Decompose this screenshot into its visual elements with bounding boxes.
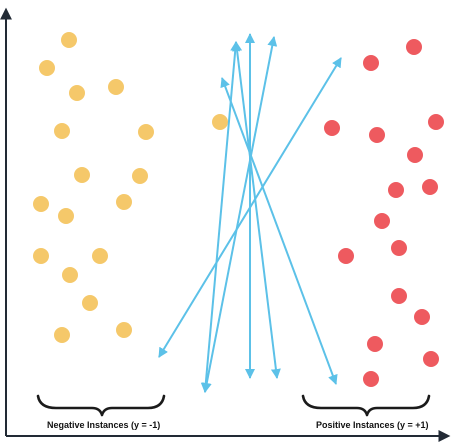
positive-point	[388, 182, 404, 198]
negative-point	[33, 248, 49, 264]
separator-arrows	[158, 33, 342, 393]
positive-point	[338, 248, 354, 264]
positive-point	[324, 120, 340, 136]
negative-point	[69, 85, 85, 101]
negative-point	[82, 295, 98, 311]
positive-instances-label: Positive Instances (y = +1)	[316, 420, 429, 430]
positive-point	[423, 351, 439, 367]
negative-point	[116, 322, 132, 338]
positive-point	[367, 336, 383, 352]
negative-point	[116, 194, 132, 210]
negative-point	[138, 124, 154, 140]
negative-point	[58, 208, 74, 224]
positive-point	[406, 39, 422, 55]
negative-point	[212, 114, 228, 130]
positive-point	[428, 114, 444, 130]
negative-point	[74, 167, 90, 183]
negative-point	[33, 196, 49, 212]
positive-point	[414, 309, 430, 325]
negative-instances-label: Negative Instances (y = -1)	[47, 420, 161, 430]
positive-point	[363, 371, 379, 387]
positive-point	[363, 55, 379, 71]
separator-arrow	[201, 36, 278, 393]
negative-point	[108, 79, 124, 95]
positive-point	[422, 179, 438, 195]
positive-point	[369, 127, 385, 143]
positive-point	[391, 240, 407, 256]
positive-brace	[301, 394, 431, 417]
negative-point	[92, 248, 108, 264]
negative-point	[61, 32, 77, 48]
positive-instances	[324, 39, 444, 387]
positive-point	[391, 288, 407, 304]
negative-brace	[36, 394, 166, 417]
positive-point	[374, 213, 390, 229]
negative-point	[54, 327, 70, 343]
separator-arrow	[158, 57, 342, 358]
negative-point	[54, 123, 70, 139]
negative-point	[62, 267, 78, 283]
negative-instances	[33, 32, 228, 343]
separator-arrow	[200, 41, 241, 393]
separator-arrow	[220, 77, 338, 385]
positive-point	[407, 147, 423, 163]
negative-point	[132, 168, 148, 184]
negative-point	[39, 60, 55, 76]
